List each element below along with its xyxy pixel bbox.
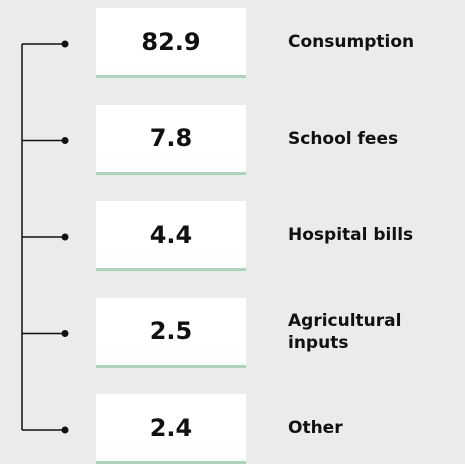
item-label: Consumption — [288, 32, 415, 52]
value-box: 2.5 — [96, 297, 246, 368]
bracket-dot — [61, 40, 69, 48]
value-box: 4.4 — [96, 201, 246, 271]
bracket-dot — [61, 426, 69, 434]
value-box: 2.4 — [96, 394, 246, 464]
item-label: Agricultural inputs — [288, 310, 402, 353]
value-box: 7.8 — [96, 104, 246, 175]
bracket-dot — [61, 137, 69, 144]
value-box: 82.9 — [96, 8, 246, 78]
bracket-dot — [61, 330, 69, 337]
item-label: School fees — [288, 128, 399, 149]
bracket-dot — [61, 233, 69, 241]
item-label: Hospital bills — [288, 225, 414, 245]
item-label: Other — [288, 418, 343, 438]
